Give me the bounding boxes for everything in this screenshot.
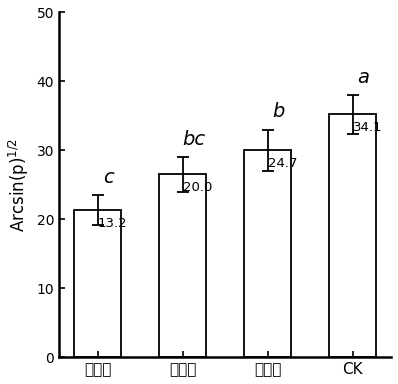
Text: 20.0: 20.0	[183, 181, 212, 194]
Text: bc: bc	[182, 130, 205, 149]
Text: b: b	[273, 103, 285, 121]
Y-axis label: Arcsin(p)$^{1/2}$: Arcsin(p)$^{1/2}$	[7, 138, 31, 232]
Text: c: c	[103, 168, 114, 187]
Text: 34.1: 34.1	[353, 121, 382, 134]
Bar	[159, 174, 206, 357]
Bar	[244, 151, 291, 357]
Bar	[329, 114, 376, 357]
Bar	[74, 210, 121, 357]
Text: 24.7: 24.7	[267, 157, 297, 170]
Text: 13.2: 13.2	[98, 217, 127, 230]
Text: a: a	[358, 68, 370, 87]
